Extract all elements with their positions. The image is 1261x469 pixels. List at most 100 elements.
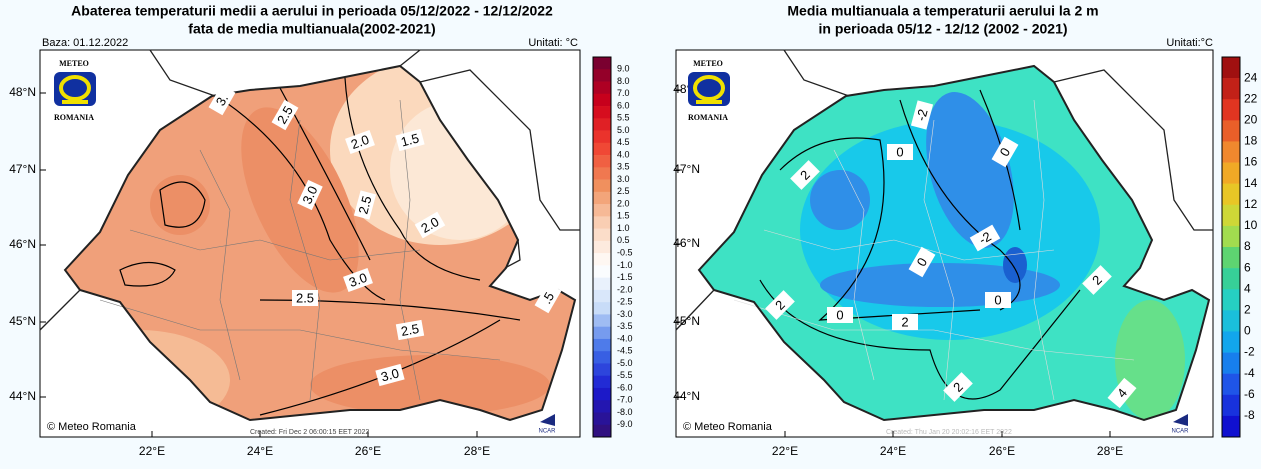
colorbar-cell [593, 351, 611, 364]
contour-label: 2.0 [345, 130, 375, 154]
contour-label-bg [1082, 265, 1112, 295]
lon-label: 28°E [464, 444, 490, 458]
colorbar-label: 1.5 [617, 211, 630, 221]
colorbar-cell [593, 400, 611, 413]
colorbar-cell [593, 69, 611, 82]
colorbar-cell [1222, 247, 1240, 269]
contour-label-bg [271, 99, 299, 131]
colorbar-cell [593, 57, 611, 70]
colorbar-label: 8.0 [617, 76, 630, 86]
contour-label-text: 2.5 [296, 290, 314, 305]
colorbar-label: 0.5 [617, 235, 630, 245]
colorbar-cell [1222, 78, 1240, 100]
colorbar-cell [593, 130, 611, 144]
colorbar-label: 4.5 [617, 137, 630, 147]
colorbar-label: -2 [1244, 345, 1255, 359]
credit: © Meteo Romania [683, 421, 773, 433]
contour-label: .5 [534, 282, 562, 314]
colorbar-label: 12 [1244, 197, 1258, 211]
logo-base [696, 100, 722, 104]
title-line: in perioada 05/12 - 12/12 (2002 - 2021) [818, 21, 1067, 37]
contour-label: 3.0 [297, 179, 323, 211]
contour-label: 0 [985, 292, 1011, 308]
colorbar-label: 1.0 [617, 223, 630, 233]
colorbar: 9.0 8.0 7.0 6.0 5.5 5.0 4.5 4.0 3.5 3.0 2.5 2.0 1.5 1… [592, 56, 633, 438]
colorbar-cell [593, 412, 611, 426]
contour-label-bg [765, 290, 795, 320]
contour-label-text: 3.0 [347, 270, 369, 290]
colorbar-label: 20 [1244, 113, 1258, 127]
left-panel: Abaterea temperaturii medii a aerului in… [39, 3, 581, 438]
colorbar-cell [593, 167, 611, 180]
right-panel: Media multianuala a temperaturii aerului… [675, 3, 1214, 438]
contour-label-bg [985, 292, 1011, 308]
contour-label: 0 [908, 246, 936, 278]
logo-ring [693, 75, 725, 101]
contour-label: 0 [827, 307, 853, 323]
colorbar-label: 5.5 [617, 113, 630, 123]
colorbar-cell [593, 216, 611, 229]
ncar-label: NCAR [1171, 429, 1189, 435]
contour-label-bg [910, 100, 934, 130]
colorbar-cell [593, 363, 611, 377]
colorbar-cell [593, 277, 611, 291]
lat-label: 44°N [673, 389, 700, 403]
colorbar-label: -3.5 [617, 321, 633, 331]
lon-label: 24°E [880, 444, 906, 458]
colorbar-label: -4.0 [617, 333, 633, 343]
contour-label-bg [534, 282, 562, 314]
colorbar-label: 10 [1244, 218, 1258, 232]
colorbar-label: 16 [1244, 155, 1258, 169]
lon-label: 26°E [989, 444, 1015, 458]
colorbar-label: 6 [1244, 260, 1251, 274]
contour-label: 2 [943, 372, 973, 402]
colorbar-cell [593, 93, 611, 107]
logo-ring [59, 75, 91, 101]
colorbar-cell [1222, 162, 1240, 184]
created: Created: Fri Dec 2 06:00:15 EET 2022 [250, 429, 369, 436]
colorbar-label: -4.5 [617, 346, 633, 356]
units: Unitati: °C [528, 37, 578, 49]
colorbar-cell [1222, 352, 1240, 374]
lon-label: 24°E [247, 444, 273, 458]
contour-label-text: -2 [913, 107, 930, 122]
colorbar-cell [593, 424, 611, 438]
created: Created: Thu Jan 20 20:02:16 EET 2022 [886, 429, 1012, 436]
colorbar-cell [593, 240, 611, 254]
contour-label-bg [345, 130, 375, 154]
base-date: Baza: 01.12.2022 [42, 37, 128, 49]
county-borders [733, 99, 1135, 401]
contour-label: 0 [887, 144, 913, 160]
contour-label-bg [943, 372, 973, 402]
colorbar-cell [593, 179, 611, 193]
contour-label: 2 [1082, 265, 1112, 295]
colorbar-cell [593, 253, 611, 266]
colorbar-label: -1.0 [617, 260, 633, 270]
contour-label-bg [395, 319, 425, 341]
colorbar-label: -6.0 [617, 382, 633, 392]
lat-label: 47°N [9, 162, 36, 176]
colorbar-label: 3.0 [617, 174, 630, 184]
colorbar-cell [1222, 141, 1240, 163]
colorbar-label: -6 [1244, 387, 1255, 401]
contour-label-text: 2 [901, 314, 908, 329]
colorbar-label: 6.0 [617, 100, 630, 110]
colorbar-label: -4 [1244, 366, 1255, 380]
colorbar-cell [593, 326, 611, 340]
contour-label-text: 2.5 [355, 194, 374, 215]
contour-label: 2.0 [414, 211, 446, 239]
contour-label: 2.5 [353, 190, 377, 220]
title-line: fata de media multianuala(2002-2021) [188, 21, 435, 37]
contour-label: 0 [991, 136, 1019, 168]
colorbar-cell [1222, 310, 1240, 332]
colorbar-label: -5.5 [617, 370, 633, 380]
contour-label-bg [353, 190, 377, 220]
colorbar-cell [593, 155, 611, 168]
colorbar-cell [1222, 120, 1240, 142]
colorbar-cell [593, 142, 611, 156]
colorbar-cell [593, 387, 611, 401]
logo-text: ROMANIA [688, 113, 728, 122]
contour-label: 2.5 [395, 319, 425, 341]
contour-label-text: 2.0 [349, 132, 371, 152]
